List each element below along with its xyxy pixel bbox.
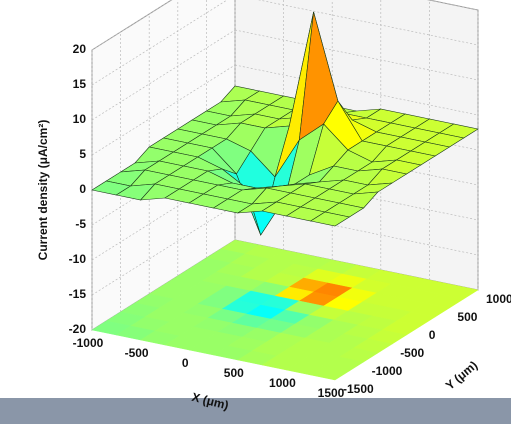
floor-contour — [91, 239, 479, 381]
x-tick-label: 1000 — [269, 376, 296, 390]
z-tick-label: 0 — [79, 182, 86, 196]
y-tick-label: 1000 — [486, 292, 511, 306]
photo-strip — [0, 398, 511, 424]
x-tick-label: -1000 — [73, 336, 104, 350]
grid-line — [91, 0, 173, 51]
z-tick-label: -15 — [69, 287, 87, 301]
y-axis-label: Y (μm) — [443, 358, 480, 393]
y-tick-label: -500 — [400, 346, 424, 360]
y-tick-label: 500 — [457, 310, 477, 324]
grid-line — [257, 0, 479, 46]
z-tick-label: -5 — [75, 217, 86, 231]
x-tick-label: 1500 — [318, 386, 345, 400]
x-tick-label: -500 — [125, 346, 149, 360]
grid-line — [91, 204, 236, 296]
grid-line — [91, 0, 228, 86]
z-tick-label: -20 — [69, 322, 87, 336]
grid-line — [91, 64, 236, 156]
z-tick-label: 15 — [73, 77, 87, 91]
x-tick-label: 0 — [182, 356, 189, 370]
z-axis-label: Current density (μA/cm²) — [36, 120, 50, 261]
grid-line — [234, 29, 479, 81]
z-tick-label: 10 — [73, 112, 87, 126]
surface — [91, 11, 479, 236]
z-tick-label: 5 — [79, 147, 86, 161]
y-tick-label: -1500 — [343, 382, 374, 396]
z-tick-label: -10 — [69, 252, 87, 266]
x-tick-label: 500 — [224, 366, 244, 380]
z-tick-label: 20 — [73, 42, 87, 56]
floor-cell — [310, 365, 350, 381]
surface-cell — [309, 211, 351, 227]
y-tick-label: 0 — [429, 328, 436, 342]
grid-line — [234, 64, 479, 116]
y-tick-label: -1000 — [372, 364, 403, 378]
grid-line — [91, 29, 236, 121]
